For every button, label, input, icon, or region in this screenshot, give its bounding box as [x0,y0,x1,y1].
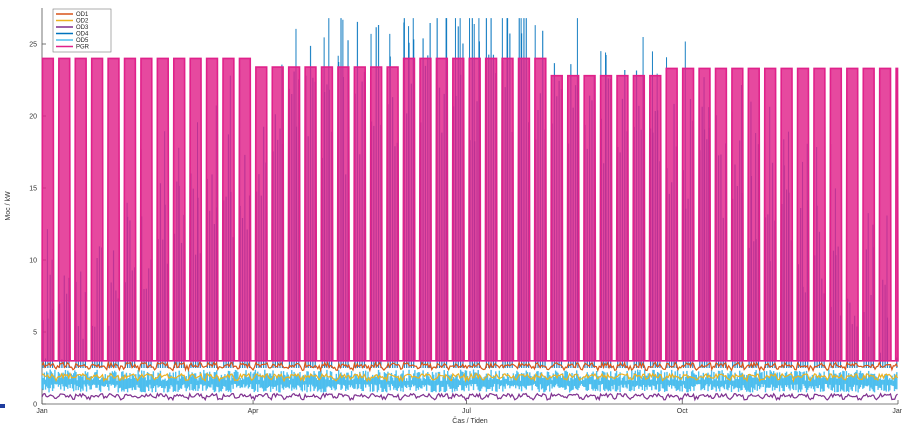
plot-area [0,8,899,408]
series-pgr [41,57,899,362]
x-tick-label: Jan [36,408,47,415]
x-tick-label: Jul [462,408,471,415]
figure-marker [0,404,5,408]
y-axis-title: Moc / kW [5,191,12,221]
series-od1 [41,360,899,373]
series-od2 [41,372,899,383]
series-od3 [41,392,898,402]
legend-box [52,8,112,53]
y-tick-label: 10 [29,258,37,265]
y-tick-label: 15 [29,186,37,193]
y-tick-label: 20 [29,114,37,121]
legend-label: OD3 [76,25,89,31]
x-axis: Jan Apr Jul Oct Jan [36,400,902,415]
y-tick-label: 5 [33,330,37,337]
x-axis-title: Čas / Tiden [452,416,488,425]
legend-label: OD2 [76,19,89,25]
x-tick-label: Jan [892,408,902,415]
series-od5 [41,369,898,393]
legend-label: OD5 [76,38,89,44]
legend-label: PGR [76,45,90,51]
x-tick-label: Apr [248,408,260,415]
legend-label: OD1 [76,12,89,18]
y-tick-label: 25 [29,42,37,49]
legend-label: OD4 [76,32,89,38]
x-tick-label: Oct [677,408,688,415]
y-tick-label: 0 [33,402,37,409]
